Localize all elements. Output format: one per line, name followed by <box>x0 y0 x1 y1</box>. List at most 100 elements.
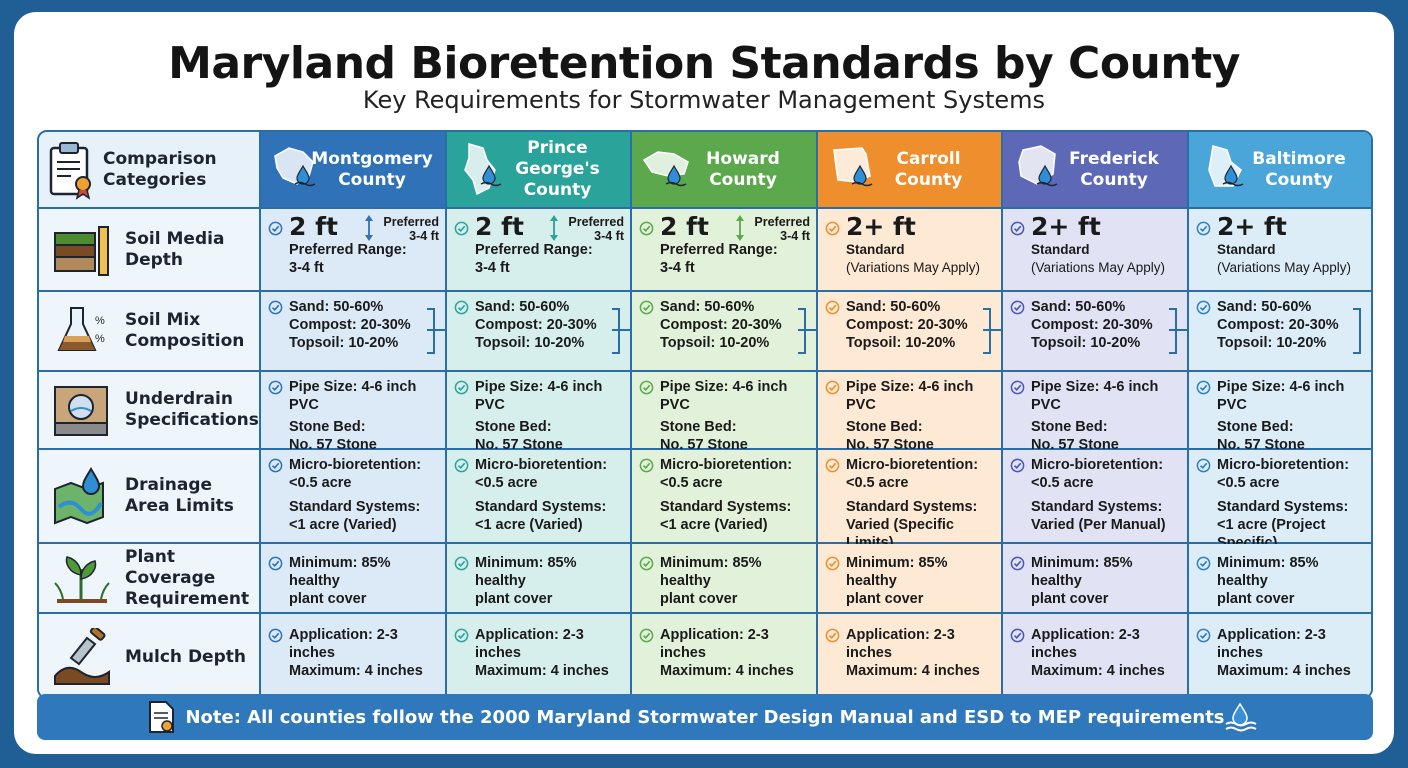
plant-line-1: Minimum: 85% healthy <box>289 555 391 589</box>
depth-value: 2 ft <box>289 212 338 241</box>
check-circle-icon <box>268 556 283 571</box>
check-circle-icon <box>825 300 840 315</box>
preferred-range: 3-4 ft <box>594 229 624 243</box>
mix-compost: Compost: 20-30% <box>846 317 968 333</box>
table-cell: Application: 2-3 inches Maximum: 4 inches <box>818 614 1003 697</box>
plant-line-2: plant cover <box>846 591 924 607</box>
water-drop-waves-icon <box>1225 702 1257 732</box>
drainage-micro-label: Micro-bioretention: <box>1031 457 1164 473</box>
plant-line-1: Minimum: 85% healthy <box>475 555 577 589</box>
category-label: Soil Media Depth <box>125 228 225 270</box>
mix-compost: Compost: 20-30% <box>1217 317 1339 333</box>
check-circle-icon <box>268 221 283 236</box>
bracket-connector <box>612 308 620 354</box>
check-circle-icon <box>268 300 283 315</box>
drainage-standard-label: Standard Systems: <box>1031 499 1163 515</box>
check-circle-icon <box>268 380 283 395</box>
check-circle-icon <box>639 221 654 236</box>
plant-line-2: plant cover <box>1217 591 1295 607</box>
plant-line-1: Minimum: 85% healthy <box>846 555 948 589</box>
check-circle-icon <box>1010 221 1025 236</box>
flask-icon: %% <box>57 307 105 351</box>
drainage-micro-value: <0.5 acre <box>846 475 909 491</box>
table-cell: Micro-bioretention: <0.5 acre Standard Sys… <box>632 450 818 544</box>
bracket-connector <box>1169 308 1177 354</box>
category-cell: Plant Coverage Requirement <box>39 544 261 614</box>
header-county: Prince George's County <box>447 132 632 209</box>
mulch-maximum: Maximum: 4 inches <box>660 663 794 679</box>
table-cell: Micro-bioretention: <0.5 acre Standard Sys… <box>447 450 632 544</box>
county-map-icon <box>464 143 502 196</box>
drainage-standard-value: <1 acre (Varied) <box>289 517 397 533</box>
header-county: Howard County <box>632 132 818 209</box>
table-cell: Minimum: 85% healthy plant cover <box>818 544 1003 614</box>
underdrain-stone-label: Stone Bed: <box>846 419 923 435</box>
check-circle-icon <box>639 556 654 571</box>
county-map-icon <box>1208 145 1244 187</box>
mix-sand: Sand: 50-60% <box>846 299 941 315</box>
check-circle-icon <box>825 556 840 571</box>
header-comparison-categories: Comparison Categories <box>39 132 261 209</box>
bracket-connector <box>798 308 806 354</box>
check-circle-icon <box>454 380 469 395</box>
header-label: Comparison Categories <box>103 148 217 190</box>
drainage-standard-label: Standard Systems: <box>475 499 607 515</box>
county-map-icon <box>1018 145 1058 187</box>
header-county-label: Montgomery County <box>311 148 433 190</box>
table-cell: 2 ft Preferred Range: 3-4 ft Preferred 3-4 f… <box>447 209 632 292</box>
preferred-range: 3-4 ft <box>409 229 439 243</box>
check-circle-icon <box>639 380 654 395</box>
page-title: Maryland Bioretention Standards by Count… <box>168 38 1240 89</box>
drainage-standard-label: Standard Systems: <box>1217 499 1349 515</box>
category-cell: Underdrain Specifications <box>39 372 261 450</box>
double-arrow-icon <box>550 215 558 241</box>
table-cell: Minimum: 85% healthy plant cover <box>261 544 447 614</box>
mulch-maximum: Maximum: 4 inches <box>1217 663 1351 679</box>
mulch-maximum: Maximum: 4 inches <box>289 663 423 679</box>
depth-line-2: (Variations May Apply) <box>1031 260 1166 275</box>
drainage-micro-value: <0.5 acre <box>289 475 352 491</box>
map-drop-icon <box>54 467 104 525</box>
plant-line-2: plant cover <box>1031 591 1109 607</box>
drainage-micro-label: Micro-bioretention: <box>475 457 608 473</box>
table-cell: Application: 2-3 inches Maximum: 4 inches <box>447 614 632 697</box>
preferred-label: Preferred <box>383 215 439 229</box>
check-circle-icon <box>825 380 840 395</box>
bracket-connector <box>983 308 991 354</box>
category-label: Soil Mix Composition <box>125 310 245 351</box>
table-cell: Sand: 50-60% Compost: 20-30% Topsoil: 10-2… <box>818 292 1003 372</box>
table-cell: Sand: 50-60% Compost: 20-30% Topsoil: 10-2… <box>447 292 632 372</box>
depth-line-1: Standard <box>1031 242 1090 257</box>
depth-line-1: Preferred Range: <box>289 242 407 258</box>
header-county: Montgomery County <box>261 132 447 209</box>
category-label: Underdrain Specifications <box>125 389 259 430</box>
table-cell: Application: 2-3 inches Maximum: 4 inches <box>261 614 447 697</box>
table-cell: Application: 2-3 inches Maximum: 4 inches <box>1189 614 1371 697</box>
drainage-micro-value: <0.5 acre <box>1031 475 1094 491</box>
plant-line-1: Minimum: 85% healthy <box>660 555 762 589</box>
mix-sand: Sand: 50-60% <box>475 299 570 315</box>
page-subtitle: Key Requirements for Stormwater Manageme… <box>362 86 1046 114</box>
header-county-label: Prince George's County <box>515 138 600 200</box>
mix-topsoil: Topsoil: 10-20% <box>660 335 770 351</box>
check-circle-icon <box>268 458 283 473</box>
soil-layers-icon <box>54 225 109 276</box>
underdrain-pipe: Pipe Size: 4-6 inch PVC <box>1217 379 1345 413</box>
drainage-standard-label: Standard Systems: <box>289 499 421 515</box>
county-map-icon <box>833 147 873 187</box>
depth-line-1: Standard <box>846 242 905 257</box>
mix-compost: Compost: 20-30% <box>1031 317 1153 333</box>
mix-topsoil: Topsoil: 10-20% <box>846 335 956 351</box>
plant-line-1: Minimum: 85% healthy <box>1031 555 1133 589</box>
table-cell: Sand: 50-60% Compost: 20-30% Topsoil: 10-2… <box>1189 292 1371 372</box>
underdrain-stone-value: No. 57 Stone <box>289 437 377 453</box>
drainage-standard-value: <1 acre (Varied) <box>660 517 768 533</box>
mulch-application: Application: 2-3 inches <box>846 627 955 661</box>
depth-line-1: Standard <box>1217 242 1276 257</box>
underdrain-stone-value: No. 57 Stone <box>660 437 748 453</box>
double-arrow-icon <box>736 215 744 241</box>
table-cell: 2 ft Preferred Range: 3-4 ft Preferred 3-4 f… <box>632 209 818 292</box>
underdrain-stone-label: Stone Bed: <box>1217 419 1294 435</box>
drainage-standard-value: <1 acre (Varied) <box>475 517 583 533</box>
mix-topsoil: Topsoil: 10-20% <box>1031 335 1141 351</box>
